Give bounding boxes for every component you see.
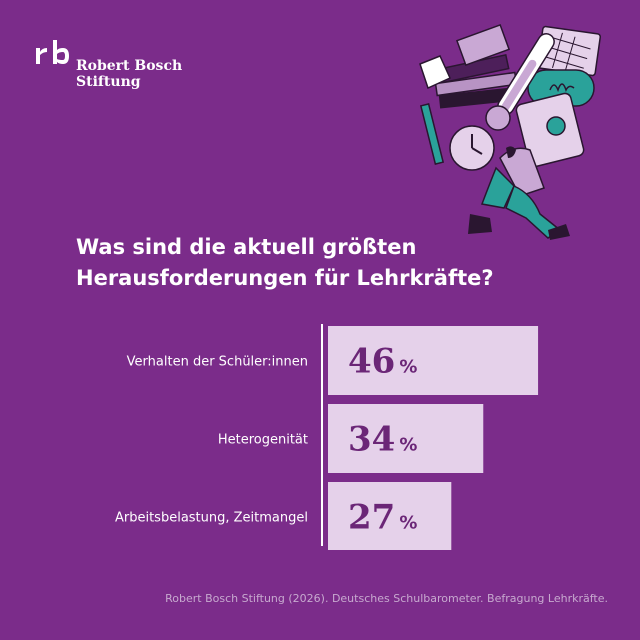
category-label-0: Verhalten der Schüler:innen bbox=[127, 355, 308, 370]
brand-name: Robert Bosch Stiftung bbox=[76, 58, 182, 90]
chart-title-line2: Herausforderungen für Lehrkräfte? bbox=[76, 266, 494, 290]
brand-name-line2: Stiftung bbox=[76, 74, 141, 90]
bar-2 bbox=[328, 482, 452, 550]
bar-0 bbox=[328, 326, 539, 395]
bar-1 bbox=[328, 404, 484, 473]
bar-chart: Verhalten der Schüler:innen 46 %Heterogeni… bbox=[115, 324, 539, 550]
category-label-1: Heterogenität bbox=[218, 433, 308, 448]
stressed-teacher-illustration-icon bbox=[419, 23, 602, 240]
value-label-1: 34% bbox=[348, 420, 417, 460]
rb-logo-icon bbox=[36, 40, 69, 64]
category-label-2: Arbeitsbelastung, Zeitmangel bbox=[115, 511, 308, 526]
source-footnote: Robert Bosch Stiftung (2026). Deutsches … bbox=[165, 592, 608, 605]
chart-title-line1: Was sind die aktuell größten bbox=[76, 235, 417, 259]
brand-name-line1: Robert Bosch bbox=[76, 58, 183, 74]
chart-title: Was sind die aktuell größten Herausforde… bbox=[76, 232, 596, 294]
